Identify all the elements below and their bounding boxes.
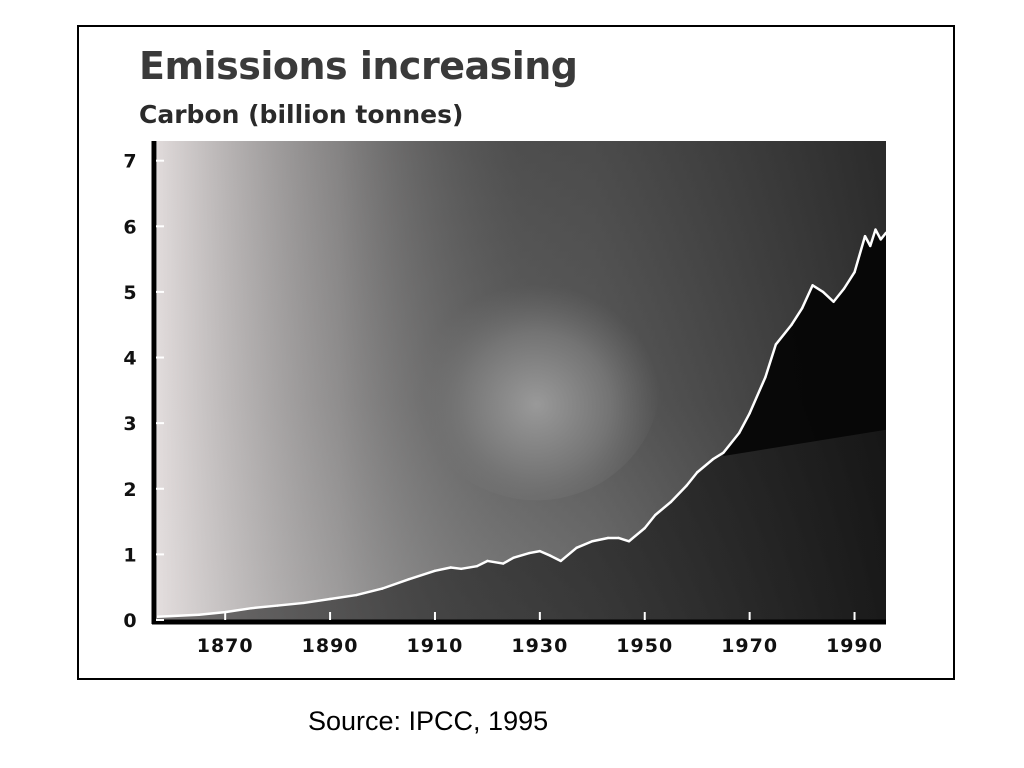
data-point [737, 431, 741, 435]
y-tick-label: 0 [123, 610, 136, 632]
data-point [512, 556, 515, 559]
y-tick-label: 4 [123, 348, 136, 370]
y-tick-label: 6 [123, 216, 136, 238]
x-tick-label: 1890 [302, 635, 359, 657]
data-point [874, 228, 877, 231]
data-point [748, 412, 751, 415]
y-tick-label: 2 [123, 479, 136, 501]
data-point [407, 578, 410, 581]
series-area [157, 229, 886, 620]
data-point [821, 290, 825, 294]
chart-data-layer [155, 228, 888, 620]
data-point [669, 500, 673, 504]
data-point [501, 562, 505, 565]
chart-axes: 0 1 2 3 4 5 6 7 1870 1890 1910 1930 1950 1970 1990 [123, 141, 886, 657]
data-point [591, 540, 594, 543]
data-point [627, 540, 631, 543]
x-tick-label: 1870 [197, 635, 254, 657]
data-point [764, 376, 767, 379]
y-tick-label: 5 [123, 282, 136, 304]
x-tick-label: 1990 [826, 635, 883, 657]
x-tick-label: 1970 [721, 635, 778, 657]
data-point [617, 536, 620, 540]
data-point [811, 284, 814, 287]
data-point [538, 549, 542, 553]
data-point [643, 526, 646, 530]
data-point [528, 551, 531, 555]
x-tick-label: 1950 [616, 635, 673, 657]
data-point [197, 613, 201, 616]
data-point [863, 234, 867, 238]
x-tick-label: 1930 [511, 635, 568, 657]
data-point [800, 307, 804, 310]
y-tick-label: 1 [123, 544, 136, 566]
series-area-dark [723, 229, 886, 456]
data-point [559, 559, 563, 563]
data-point [606, 536, 610, 540]
data-point [774, 343, 778, 346]
data-point [790, 323, 793, 326]
data-point [381, 587, 384, 590]
data-point [549, 554, 552, 557]
y-tick-label: 3 [123, 413, 136, 435]
data-point [486, 559, 489, 563]
source-caption: Source: IPCC, 1995 [308, 706, 549, 736]
background-dome [412, 260, 661, 501]
data-point [853, 271, 856, 274]
data-point [711, 458, 715, 461]
data-point [276, 604, 279, 607]
data-point [842, 287, 846, 290]
chart-title: Emissions increasing [139, 44, 578, 88]
data-point [879, 238, 882, 241]
data-point [302, 601, 306, 605]
data-point [832, 300, 835, 303]
data-point [575, 546, 578, 550]
y-tick-label: 7 [123, 151, 136, 173]
data-point [654, 513, 657, 517]
chart-subtitle: Carbon (billion tonnes) [139, 100, 464, 129]
data-point [250, 606, 253, 610]
data-point [475, 564, 479, 568]
data-point [884, 231, 888, 235]
data-point [685, 484, 688, 487]
data-point [695, 471, 699, 474]
data-point [328, 597, 332, 601]
data-point [355, 593, 358, 597]
data-point [722, 451, 725, 454]
data-point [433, 569, 437, 572]
data-point [869, 244, 872, 248]
data-point [459, 567, 463, 571]
data-point [449, 566, 452, 569]
x-tick-label: 1910 [407, 635, 464, 657]
